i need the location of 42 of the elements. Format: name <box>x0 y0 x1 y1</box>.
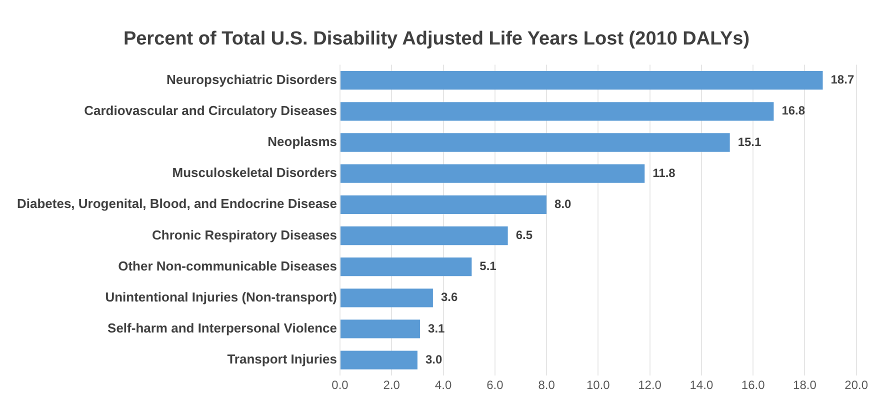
bar <box>340 288 433 308</box>
x-tick-label: 8.0 <box>538 378 556 392</box>
y-tick-label: Neuropsychiatric Disorders <box>166 72 338 87</box>
x-tick-label: 20.0 <box>844 378 868 392</box>
data-label: 6.5 <box>516 228 533 242</box>
data-label: 15.1 <box>738 134 762 149</box>
y-tick-label: Other Non-communicable Diseases <box>118 258 338 274</box>
x-tick-label: 0.0 <box>332 378 349 392</box>
y-tick-label: Musculoskeletal Disorders <box>172 165 338 180</box>
x-tick-label: 18.0 <box>793 378 817 392</box>
data-label: 16.8 <box>782 104 806 118</box>
x-tick-label: 14.0 <box>690 378 714 392</box>
y-tick-label: Diabetes, Urogenital, Blood, and Endocrine Disease <box>16 196 338 212</box>
data-label: 5.1 <box>480 259 497 274</box>
x-tick-label: 10.0 <box>586 378 610 392</box>
y-tick-label: Self-harm and Interpersonal Violence <box>108 320 338 336</box>
data-label: 11.8 <box>652 166 676 180</box>
y-tick-label: Neoplasms <box>268 134 338 150</box>
x-tick-label: 12.0 <box>638 378 662 392</box>
x-tick-label: 4.0 <box>434 378 452 392</box>
bar <box>340 226 508 246</box>
chart-title: Percent of Total U.S. Disability Adjusted Life Years Lost (2010 DALYs) <box>123 28 750 50</box>
y-tick-label: Unintentional Injuries (Non-transport) <box>105 289 338 304</box>
x-tick-label: 16.0 <box>741 378 766 392</box>
data-label: 18.7 <box>830 72 854 87</box>
data-label: 3.1 <box>428 321 446 336</box>
data-label: 3.0 <box>425 352 442 366</box>
bar <box>340 164 645 183</box>
y-tick-label: Cardiovascular and Circulatory Diseases <box>84 103 338 118</box>
x-tick-label: 6.0 <box>486 378 504 392</box>
data-label: 3.6 <box>440 290 458 304</box>
bar <box>340 350 418 370</box>
bar <box>340 195 547 214</box>
x-tick-label: 2.0 <box>383 378 400 392</box>
bar <box>340 71 823 90</box>
data-label: 8.0 <box>554 196 572 211</box>
y-tick-label: Transport Injuries <box>227 352 338 367</box>
bar <box>340 102 774 121</box>
bar <box>340 257 472 276</box>
bar <box>340 320 420 338</box>
bar <box>340 133 730 152</box>
y-tick-label: Chronic Respiratory Diseases <box>152 227 338 242</box>
